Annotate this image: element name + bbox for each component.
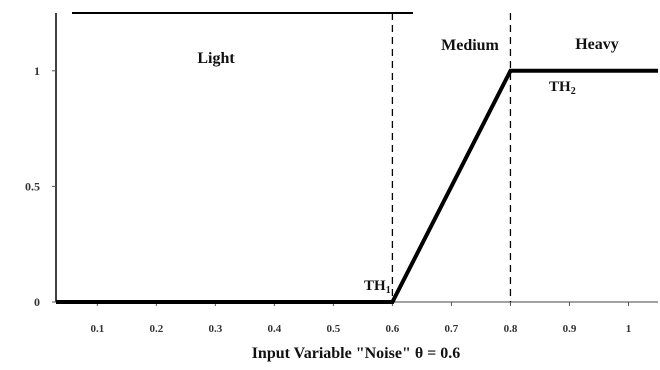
x-axis-title: Input Variable "Noise" θ = 0.6	[252, 345, 461, 362]
threshold-label-th1-sub: 1	[386, 285, 391, 296]
x-tick-label: 0.7	[445, 323, 459, 335]
ticks-layer: 0.1 0.2 0.3 0.4 0.5 0.6 0.7 0.8 0.9 1 0 0.5 1	[25, 64, 631, 335]
x-tick-label: 0.5	[327, 323, 341, 335]
threshold-label-th2-sub: 2	[571, 86, 576, 97]
threshold-label-th2: TH2	[549, 79, 576, 97]
x-tick-label: 0.1	[90, 323, 104, 335]
threshold-label-th1-main: TH	[364, 278, 386, 294]
x-tick-label: 0.2	[149, 323, 163, 335]
x-tick-label: 1	[626, 323, 632, 335]
series-layer	[56, 68, 658, 304]
labels-layer: Light Medium Heavy TH1 TH2 Input Variabl…	[197, 36, 618, 362]
threshold-label-th1: TH1	[364, 278, 391, 296]
region-label-light: Light	[197, 50, 235, 67]
y-tick-label: 0.5	[25, 179, 40, 193]
axes-layer	[55, 12, 658, 303]
x-tick-label: 0.4	[267, 323, 281, 335]
y-tick-label: 0	[34, 295, 40, 309]
x-tick-label: 0.8	[504, 323, 518, 335]
threshold-label-th2-main: TH	[549, 79, 571, 95]
y-tick-label: 1	[34, 64, 40, 78]
x-tick-label: 0.6	[386, 323, 400, 335]
threshold-layer	[391, 13, 512, 302]
region-label-medium: Medium	[441, 37, 499, 54]
x-tick-label: 0.3	[208, 323, 222, 335]
x-tick-label: 0.9	[563, 323, 577, 335]
membership-line	[56, 68, 658, 304]
region-label-heavy: Heavy	[575, 36, 619, 53]
